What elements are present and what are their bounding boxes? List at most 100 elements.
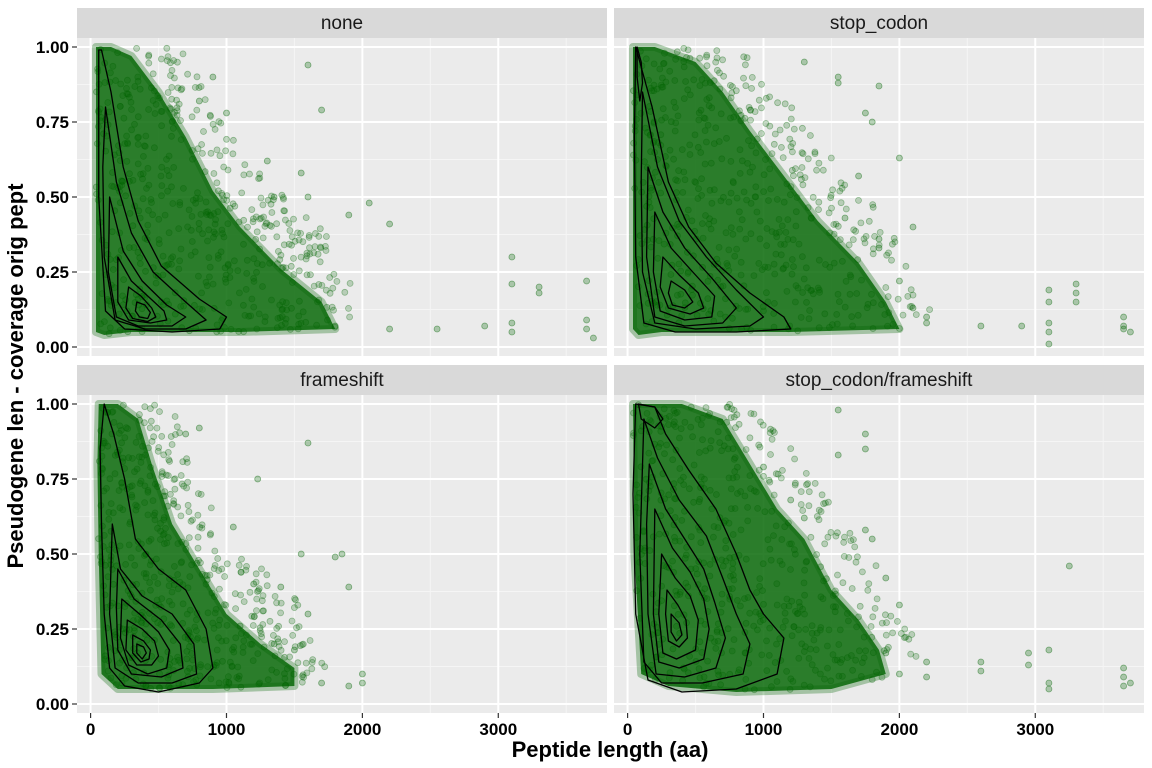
scatter-point [149,97,157,104]
scatter-point [701,115,709,122]
scatter-point [705,412,712,420]
scatter-point [849,236,857,244]
scatter-point [799,181,807,189]
scatter-point [189,196,197,204]
scatter-point [237,568,245,576]
scatter-point [211,220,219,228]
scatter-point [756,583,763,590]
scatter-point [167,105,175,113]
scatter-point [682,78,689,85]
scatter-point [815,324,823,332]
scatter-point [672,409,679,417]
scatter-point [333,277,341,285]
scatter-point [645,478,653,486]
scatter-point [308,665,316,673]
scatter-point [731,252,739,260]
scatter-point [891,238,899,246]
scatter-point [869,203,877,211]
scatter-point [728,89,736,97]
scatter-point [808,622,816,630]
scatter-point [134,134,142,142]
scatter-point [321,242,329,250]
scatter-point [759,421,767,429]
scatter-point [1045,685,1053,693]
scatter-point [826,229,833,237]
scatter-point [145,206,152,214]
scatter-point [765,476,773,484]
scatter-point [253,268,260,276]
scatter-point [281,319,289,327]
scatter-point [166,104,174,112]
scatter-point [672,423,679,431]
scatter-point [210,228,218,236]
scatter-point [860,654,868,662]
scatter-point [240,637,248,645]
scatter-point [655,178,663,186]
scatter-point [864,300,872,308]
scatter-point [295,267,303,275]
scatter-point [135,432,143,440]
scatter-point [267,222,275,230]
scatter-point [724,262,732,270]
scatter-point [222,147,230,155]
density-contour [636,46,644,102]
scatter-point [908,631,916,638]
scatter-point [734,463,741,471]
scatter-point [839,672,846,680]
scatter-point [249,657,257,664]
scatter-point [250,274,258,282]
scatter-point [183,655,191,663]
scatter-point [737,602,744,610]
scatter-point [318,106,326,114]
scatter-point [796,171,804,179]
scatter-point [802,558,810,566]
scatter-point [230,643,238,651]
scatter-point [670,602,678,610]
scatter-point [923,319,930,327]
scatter-point [132,506,140,514]
facet-strip [614,8,1144,38]
scatter-point [250,277,258,285]
scatter-point [654,254,662,262]
scatter-point [758,104,765,112]
scatter-point [868,633,876,641]
scatter-point [583,316,590,324]
scatter-point [123,90,131,98]
scatter-point [714,260,722,268]
scatter-point [158,473,166,480]
scatter-point [299,308,307,316]
scatter-point [1120,325,1127,333]
scatter-point [697,539,705,546]
scatter-point [264,676,272,684]
scatter-point [660,60,667,67]
scatter-point [199,230,207,238]
scatter-point [163,166,171,174]
scatter-point [257,214,265,222]
scatter-point [640,528,647,536]
scatter-point [268,666,276,674]
scatter-point [288,233,296,241]
scatter-point [194,145,202,153]
scatter-point [706,572,714,580]
scatter-point [106,475,114,483]
scatter-point [174,571,182,578]
scatter-point [883,646,891,653]
scatter-point [209,619,217,627]
scatter-point [674,220,681,228]
scatter-point [144,164,152,172]
scatter-point [781,523,789,531]
scatter-point [771,659,779,666]
scatter-point [836,236,844,244]
scatter-point [125,244,133,252]
scatter-point [124,90,132,98]
scatter-point [642,55,650,63]
scatter-point [722,537,730,544]
scatter-point [235,218,243,226]
scatter-point [686,91,694,99]
scatter-point [133,45,141,52]
scatter-point [138,453,146,461]
density-contour [639,418,751,684]
scatter-point [274,638,282,646]
scatter-point [276,301,284,309]
scatter-point [695,185,702,193]
